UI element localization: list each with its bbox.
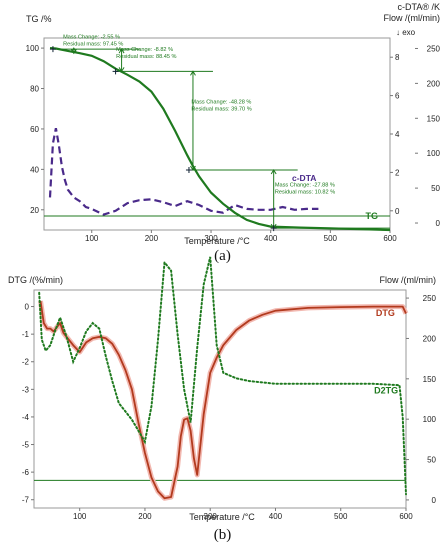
caption-a: (a) (214, 248, 231, 264)
plot-frame (33, 289, 407, 509)
step-arrow-head (118, 67, 125, 73)
chart-panel-a: TG /% c-DTA® /K Flow /(ml/min) ↓ exo Tem… (0, 0, 445, 268)
y-right-flow-tick-label: 100 (427, 149, 441, 158)
y-right-flow-tick-label: 150 (427, 114, 441, 123)
y-left-axis-label: DTG /(%/min) (8, 275, 63, 285)
y-right-tick-label: 250 (423, 294, 437, 303)
x-axis-label: Temperature /°C (189, 512, 255, 522)
x-tick-label: 400 (269, 512, 283, 521)
dtg-chart: DTG /(%/min) Flow /(ml/min) Temperature … (8, 256, 437, 522)
residual-mass-label: Residual mass: 88.45 % (116, 54, 176, 60)
x-tick-label: 200 (138, 512, 152, 521)
x-tick-label: 300 (204, 512, 218, 521)
residual-mass-label: Residual mass: 97.45 % (63, 41, 123, 47)
y-right-dta-tick-label: 4 (395, 130, 400, 139)
x-tick-label: 600 (399, 512, 413, 521)
y-right-flow-tick-label: 0 (436, 219, 441, 228)
y-tick-label: 0 (25, 303, 30, 312)
y-right-axis-label-dta: c-DTA® /K (398, 2, 440, 12)
x-tick-label: 100 (85, 234, 99, 243)
step-arrow-head (70, 49, 77, 55)
dtg-series-line (39, 300, 407, 500)
step-marker (185, 166, 192, 173)
tg-series-line (49, 47, 391, 232)
residual-mass-label: Residual mass: 10.82 % (275, 190, 335, 196)
c-dta-series-line (48, 127, 319, 216)
y-right-flow-tick-label: 50 (431, 184, 440, 193)
tg-series-label: TG (366, 211, 379, 221)
x-tick-label: 500 (334, 512, 348, 521)
y-tick-label: -1 (22, 330, 30, 339)
y-right-axis-label: Flow /(ml/min) (380, 275, 437, 285)
y-tick-label: -7 (22, 496, 30, 505)
step-arrow-head (118, 48, 125, 54)
c-dta-series-label: c-DTA (292, 173, 316, 183)
y-right-flow-tick-label: 200 (427, 79, 441, 88)
y-left-tick-label: 100 (26, 44, 40, 53)
x-tick-label: 500 (324, 234, 338, 243)
y-right-tick-label: 0 (432, 496, 437, 505)
y-right-dta-tick-label: 0 (395, 207, 400, 216)
step-marker (112, 68, 119, 75)
x-tick-label: 400 (264, 234, 278, 243)
y-right-flow-tick-label: 250 (427, 44, 441, 53)
step-arrow-head (190, 165, 196, 171)
y-left-tick-label: 20 (30, 206, 39, 215)
y-left-tick-label: 60 (30, 125, 39, 134)
y-right-tick-label: 100 (423, 415, 437, 424)
exo-direction-note: ↓ exo (396, 28, 416, 37)
x-axis-label: Temperature /°C (184, 236, 250, 246)
step-arrow-head (270, 169, 277, 175)
x-tick-label: 100 (73, 512, 87, 521)
caption-b: (b) (213, 527, 232, 543)
y-right-tick-label: 50 (427, 456, 436, 465)
mass-change-label: Mass Change: -27.88 % (275, 183, 335, 189)
y-left-axis-label: TG /% (26, 14, 52, 24)
chart-panel-b: DTG /(%/min) Flow /(ml/min) Temperature … (0, 256, 445, 550)
step-arrow-head (190, 70, 196, 76)
y-right-tick-label: 150 (423, 375, 437, 384)
mass-change-label: Mass Change: -48.28 % (191, 100, 251, 106)
y-left-tick-label: 40 (30, 165, 39, 174)
tga-chart: TG /% c-DTA® /K Flow /(ml/min) ↓ exo Tem… (26, 2, 441, 246)
y-right-dta-tick-label: 6 (395, 92, 400, 101)
y-tick-label: -2 (22, 358, 30, 367)
x-tick-label: 300 (204, 234, 218, 243)
y-tick-label: -5 (22, 441, 30, 450)
y-right-dta-tick-label: 2 (395, 168, 400, 177)
y-tick-label: -6 (22, 468, 30, 477)
d2tg-series-label: D2TG (374, 385, 398, 395)
dtg-series-label: DTG (376, 308, 395, 318)
step-marker (49, 46, 56, 53)
y-tick-label: -3 (22, 385, 30, 394)
y-left-tick-label: 80 (30, 85, 39, 94)
residual-mass-label: Residual mass: 39.70 % (191, 107, 251, 113)
plot-frame (43, 37, 391, 231)
x-tick-label: 600 (383, 234, 397, 243)
y-right-tick-label: 200 (423, 334, 437, 343)
d2tg-series-line (38, 256, 407, 496)
y-tick-label: -4 (22, 413, 30, 422)
dtg-series-halo (38, 300, 409, 501)
step-marker (270, 225, 277, 232)
mass-change-label: Mass Change: -8.82 % (116, 47, 173, 53)
y-right-dta-tick-label: 8 (395, 53, 400, 62)
x-tick-label: 200 (145, 234, 159, 243)
mass-change-label: Mass Change: -2.55 % (63, 34, 120, 40)
y-right-axis-label-flow: Flow /(ml/min) (384, 13, 441, 23)
